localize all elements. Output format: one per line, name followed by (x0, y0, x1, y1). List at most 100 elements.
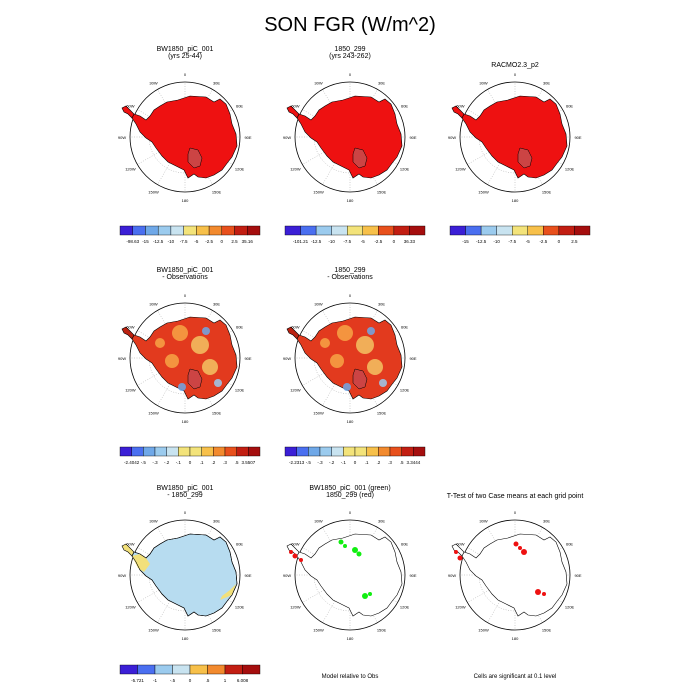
colorbar-swatch (331, 446, 344, 457)
colorbar-swatch (143, 446, 156, 457)
longitude-label-upper_right: 30E (213, 80, 220, 85)
ice-shelf (352, 147, 368, 169)
colorbar-tick-label: -10 (493, 239, 500, 244)
polar-map-6: 0 30E 60E 90E 120E 150E 180 150W 120W 90W 60W 30W (118, 510, 252, 641)
longitude-label-right_upper: 60E (236, 542, 243, 547)
colorbar-swatch (221, 225, 235, 236)
longitude-label-upper_left: 30W (149, 518, 157, 523)
longitude-label-right: 90E (244, 135, 251, 140)
field-patch (202, 359, 218, 375)
colorbar-swatch (145, 225, 159, 236)
longitude-label-right_lower: 120E (400, 605, 410, 610)
colorbar-tick-label: -12.5 (476, 239, 487, 244)
colorbar-tick-label: .3 (223, 460, 227, 465)
colorbar-swatch (347, 225, 363, 236)
longitude-label-left_lower: 120W (455, 167, 466, 172)
longitude-label-right_upper: 60E (401, 542, 408, 547)
colorbar-swatch (413, 446, 426, 457)
colorbar-swatch (409, 225, 426, 236)
longitude-label-right: 90E (574, 135, 581, 140)
longitude-label-lower_right: 150E (377, 190, 387, 195)
longitude-label-left_lower: 120W (290, 388, 301, 393)
colorbar-tick-label: 1 (224, 678, 227, 683)
colorbar-swatch (480, 225, 497, 236)
colorbar-swatch (131, 446, 144, 457)
longitude-label-lower_left: 150W (478, 628, 489, 633)
significant-cell-red (289, 550, 293, 554)
longitude-label-left_lower: 120W (290, 605, 301, 610)
longitude-label-top: 0 (514, 510, 517, 515)
longitude-label-left: 90W (118, 356, 126, 361)
colorbar-3: -15 -12.5 -10 -7.5 -5 -2.5 0 2.5 (449, 225, 591, 244)
field-patch (178, 383, 186, 391)
panel-title-p1: BW1850_piC_001 (yrs 25-44) (156, 46, 214, 60)
longitude-label-right: 90E (409, 573, 416, 578)
longitude-label-right_upper: 60E (401, 325, 408, 330)
colorbar-tick-label: -2.5 (539, 239, 547, 244)
longitude-label-bottom: 180 (347, 636, 354, 641)
colorbar-tick-label: -98.63 (126, 239, 139, 244)
longitude-label-left: 90W (118, 135, 126, 140)
significant-cell-red (535, 589, 541, 595)
panel-title-p7: BW1850_piC_001 (green) 1850_299 (red) (309, 485, 391, 499)
colorbar-tick-label: -.3 (317, 460, 323, 465)
colorbar-swatch (343, 446, 356, 457)
polar-map-8: 0 30E 60E 90E 120E 150E 180 150W 120W 90W 60W 30W (448, 510, 582, 641)
colorbar-tick-label: .3 (388, 460, 392, 465)
colorbar-swatch (137, 664, 156, 675)
longitude-label-left_lower: 120W (290, 167, 301, 172)
colorbar-swatch (354, 446, 367, 457)
longitude-label-upper_right: 30E (378, 301, 385, 306)
colorbar-swatch (389, 446, 402, 457)
longitude-label-upper_right: 30E (378, 518, 385, 523)
longitude-label-left_upper: 60W (456, 104, 464, 109)
peninsula-fill (451, 105, 465, 119)
polar-map-3: 0 30E 60E 90E 120E 150E 180 150W 120W 90W 60W 30W (448, 72, 582, 203)
colorbar-4: -2.4042 -.5 -.3 -.2 -.1 0 .1 .2 .3 .5 3.5507 (119, 446, 261, 465)
colorbar-swatch (119, 664, 138, 675)
longitude-label-right: 90E (244, 356, 251, 361)
longitude-label-lower_right: 150E (377, 411, 387, 416)
colorbar-tick-label: -7.5 (343, 239, 351, 244)
longitude-label-top: 0 (349, 510, 352, 515)
colorbar-swatch (196, 225, 210, 236)
colorbar-swatch (574, 225, 591, 236)
longitude-label-left_lower: 120W (455, 605, 466, 610)
colorbar-tick-label: -2.5 (374, 239, 382, 244)
colorbar-tick-label: -101.21 (293, 239, 309, 244)
longitude-label-bottom: 180 (182, 419, 189, 424)
map-frame (459, 519, 571, 631)
colorbar-swatch (284, 446, 297, 457)
longitude-label-top: 0 (184, 293, 187, 298)
coastline (461, 533, 568, 617)
longitude-label-lower_left: 150W (478, 190, 489, 195)
continent-fill (296, 95, 403, 179)
colorbar-tick-label: .5 (400, 460, 404, 465)
colorbar-swatch (166, 446, 179, 457)
panel-title-p3: RACMO2.3_p2 (491, 62, 539, 69)
map-frame (129, 302, 241, 414)
panel-title-p6: BW1850_piC_001- 1850_299 (156, 485, 214, 499)
coastline (296, 533, 403, 617)
longitude-label-bottom: 180 (347, 419, 354, 424)
colorbar-tick-label: 0 (189, 678, 192, 683)
longitude-label-lower_right: 150E (212, 628, 222, 633)
longitude-label-upper_left: 30W (149, 80, 157, 85)
colorbar-tick-label: 35.16 (242, 239, 254, 244)
field-patch (379, 379, 387, 387)
map-frame (294, 519, 406, 631)
colorbar-swatch (207, 664, 226, 675)
colorbar-tick-label: -7.5 (508, 239, 516, 244)
ice-shelf (187, 147, 203, 169)
longitude-label-upper_left: 30W (314, 301, 322, 306)
longitude-label-top: 0 (349, 293, 352, 298)
field-patch (330, 354, 344, 368)
colorbar-tick-label: 0 (558, 239, 561, 244)
colorbar-tick-label: -10 (328, 239, 335, 244)
longitude-label-lower_right: 150E (212, 190, 222, 195)
colorbar-swatch (401, 446, 414, 457)
colorbar-swatch (224, 664, 243, 675)
longitude-label-left_upper: 60W (456, 542, 464, 547)
colorbar-tick-label: 3.5507 (241, 460, 255, 465)
colorbar-swatch (300, 225, 317, 236)
